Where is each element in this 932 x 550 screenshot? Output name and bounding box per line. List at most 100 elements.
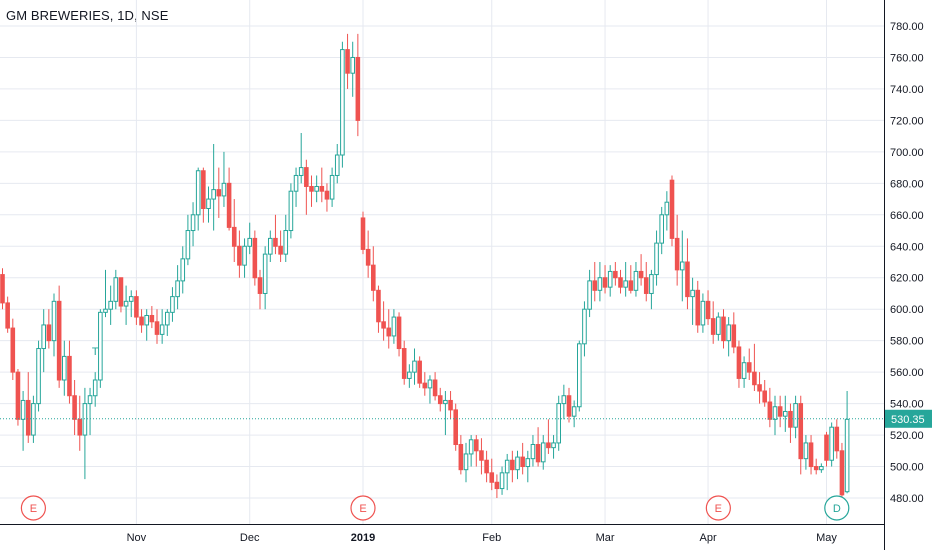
- candle[interactable]: [247, 222, 252, 255]
- candle[interactable]: [51, 293, 57, 357]
- candle[interactable]: [216, 167, 222, 218]
- candle[interactable]: [62, 340, 67, 396]
- candle[interactable]: [324, 183, 330, 212]
- candle[interactable]: [165, 309, 170, 336]
- candle[interactable]: [489, 458, 495, 491]
- candle[interactable]: [674, 214, 680, 286]
- candle[interactable]: [401, 340, 407, 385]
- candle[interactable]: [772, 395, 778, 436]
- candle[interactable]: [700, 293, 706, 333]
- candle[interactable]: [154, 309, 160, 344]
- candle[interactable]: [20, 391, 26, 451]
- candle[interactable]: [530, 435, 536, 467]
- candle[interactable]: [304, 159, 309, 215]
- candle[interactable]: [365, 230, 371, 278]
- candle[interactable]: [726, 317, 731, 357]
- candle[interactable]: [762, 380, 768, 407]
- candle[interactable]: [417, 356, 422, 388]
- candle[interactable]: [412, 348, 417, 385]
- candle[interactable]: [602, 265, 608, 294]
- candle[interactable]: [298, 132, 304, 184]
- candle[interactable]: [695, 280, 701, 333]
- candle[interactable]: [396, 312, 402, 357]
- candle[interactable]: [283, 214, 289, 262]
- candle[interactable]: [242, 238, 247, 278]
- candle[interactable]: [319, 167, 325, 203]
- candle[interactable]: [571, 400, 577, 428]
- candle[interactable]: [628, 265, 634, 294]
- candle[interactable]: [685, 238, 690, 310]
- candle[interactable]: [273, 214, 278, 255]
- candle[interactable]: [556, 395, 562, 451]
- candle[interactable]: [458, 435, 464, 475]
- candle[interactable]: [783, 395, 788, 432]
- candle[interactable]: [664, 191, 670, 231]
- candle[interactable]: [448, 391, 453, 420]
- candle[interactable]: [546, 419, 551, 454]
- candle[interactable]: [643, 262, 649, 302]
- candle[interactable]: [757, 372, 762, 404]
- candle[interactable]: [561, 384, 567, 420]
- candle[interactable]: [649, 269, 654, 310]
- candle[interactable]: [170, 287, 175, 322]
- candle[interactable]: [355, 33, 361, 137]
- candle[interactable]: [592, 262, 598, 302]
- candle[interactable]: [618, 269, 623, 294]
- candle[interactable]: [293, 167, 299, 207]
- candle[interactable]: [10, 318, 16, 380]
- candle[interactable]: [680, 230, 685, 302]
- candle[interactable]: [803, 435, 809, 470]
- candle[interactable]: [633, 262, 639, 297]
- candle[interactable]: [474, 435, 479, 467]
- candle[interactable]: [427, 375, 433, 404]
- candle[interactable]: [468, 435, 474, 467]
- candle[interactable]: [767, 387, 773, 428]
- candle[interactable]: [103, 269, 108, 318]
- candle[interactable]: [798, 395, 804, 475]
- candle[interactable]: [334, 144, 340, 184]
- candle[interactable]: [314, 175, 319, 203]
- candle[interactable]: [77, 395, 83, 451]
- candle[interactable]: [144, 309, 149, 341]
- candle[interactable]: [613, 262, 618, 286]
- candle[interactable]: [231, 199, 237, 262]
- candle[interactable]: [834, 419, 840, 459]
- candle[interactable]: [638, 254, 644, 286]
- candle[interactable]: [813, 458, 819, 475]
- candle[interactable]: [257, 269, 263, 310]
- candle[interactable]: [587, 269, 592, 318]
- candle[interactable]: [345, 33, 350, 89]
- candle[interactable]: [577, 340, 582, 412]
- candle[interactable]: [386, 309, 392, 349]
- candle[interactable]: [350, 41, 355, 97]
- candle[interactable]: [659, 206, 665, 255]
- candle[interactable]: [705, 290, 711, 325]
- candle[interactable]: [515, 450, 520, 480]
- candle[interactable]: [824, 431, 829, 467]
- candle[interactable]: [746, 348, 752, 380]
- candle[interactable]: [540, 435, 546, 470]
- candle[interactable]: [180, 246, 186, 294]
- candle[interactable]: [87, 387, 93, 436]
- candle[interactable]: [113, 269, 119, 310]
- candle[interactable]: [41, 309, 47, 373]
- candle[interactable]: [777, 395, 783, 428]
- candle[interactable]: [566, 387, 572, 423]
- candle[interactable]: [5, 296, 10, 333]
- candle[interactable]: [407, 364, 412, 388]
- candle[interactable]: [381, 301, 386, 341]
- candle[interactable]: [721, 309, 726, 349]
- candle[interactable]: [829, 422, 834, 467]
- candle[interactable]: [422, 372, 428, 396]
- candle[interactable]: [484, 450, 489, 483]
- candle[interactable]: [669, 175, 675, 247]
- earnings-event-marker[interactable]: E: [705, 495, 731, 521]
- candle[interactable]: [510, 450, 515, 483]
- candle[interactable]: [288, 183, 294, 239]
- candle[interactable]: [329, 167, 335, 207]
- candle[interactable]: [46, 309, 52, 349]
- candle[interactable]: [262, 246, 268, 310]
- candle[interactable]: [98, 309, 103, 388]
- candle[interactable]: [551, 435, 556, 459]
